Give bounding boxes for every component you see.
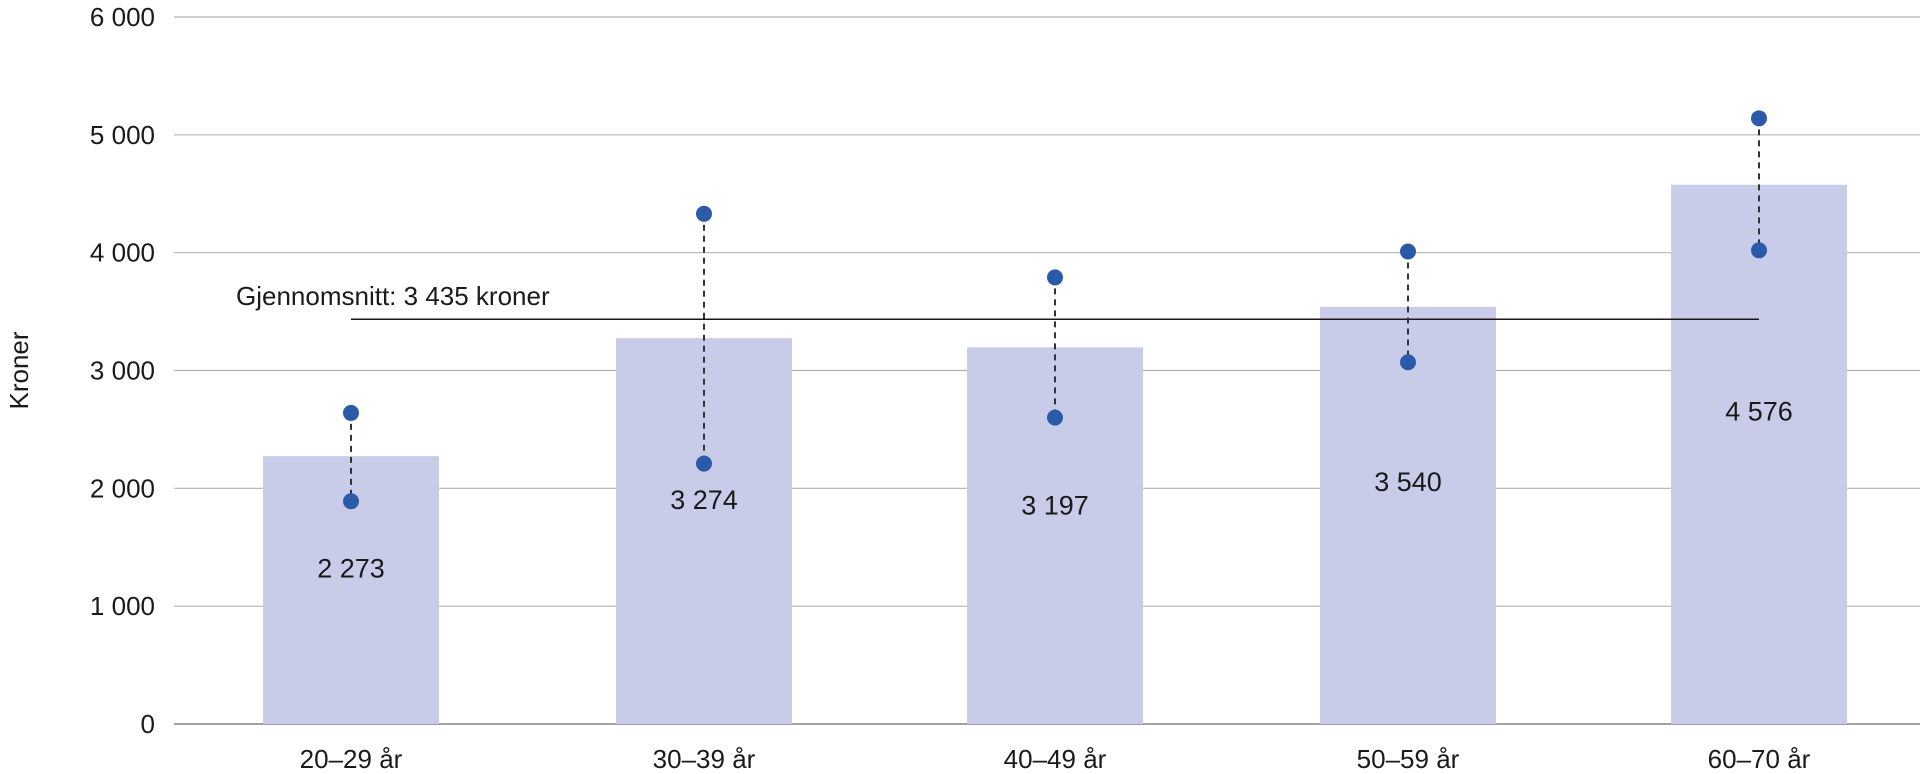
bar-value-label: 3 540 <box>1374 467 1442 497</box>
bars <box>263 184 1847 724</box>
x-tick-label: 30–39 år <box>653 744 756 774</box>
interval-high-point <box>1047 269 1063 286</box>
bar-value-label: 3 274 <box>670 485 738 515</box>
y-tick-label: 2 000 <box>90 473 155 503</box>
bar <box>616 338 792 724</box>
interval-low-point <box>696 455 712 472</box>
y-tick-label: 4 000 <box>90 238 155 268</box>
x-tick-label: 40–49 år <box>1004 744 1107 774</box>
interval-high-point <box>1751 110 1767 127</box>
interval-high-point <box>1400 243 1416 260</box>
interval-low-point <box>1751 242 1767 259</box>
y-tick-label: 3 000 <box>90 356 155 386</box>
bar-value-label: 4 576 <box>1725 396 1793 426</box>
interval-high-point <box>343 404 359 421</box>
y-tick-label: 0 <box>141 709 155 739</box>
x-tick-label: 50–59 år <box>1357 744 1460 774</box>
bar <box>1671 184 1847 724</box>
y-tick-label: 6 000 <box>90 2 155 32</box>
bar-value-label: 3 197 <box>1021 491 1089 521</box>
interval-low-point <box>1047 409 1063 426</box>
y-tick-label: 1 000 <box>90 591 155 621</box>
average-label: Gjennomsnitt: 3 435 kroner <box>236 281 550 311</box>
average-line-group: Gjennomsnitt: 3 435 kroner <box>236 281 1759 321</box>
intervals <box>343 110 1767 510</box>
y-tick-label: 5 000 <box>90 120 155 150</box>
interval-low-point <box>1400 354 1416 371</box>
grid-lines <box>174 16 1920 725</box>
x-tick-label: 20–29 år <box>300 744 403 774</box>
x-tick-label: 60–70 år <box>1708 744 1811 774</box>
bar <box>1320 306 1496 724</box>
y-axis-label: Kroner <box>4 331 34 409</box>
interval-low-point <box>343 493 359 510</box>
bar-value-label: 2 273 <box>317 554 385 584</box>
interval-high-point <box>696 205 712 222</box>
labels: 0 1 000 2 000 3 000 4 000 5 000 6 000 2 273 3 27… <box>90 2 1811 774</box>
